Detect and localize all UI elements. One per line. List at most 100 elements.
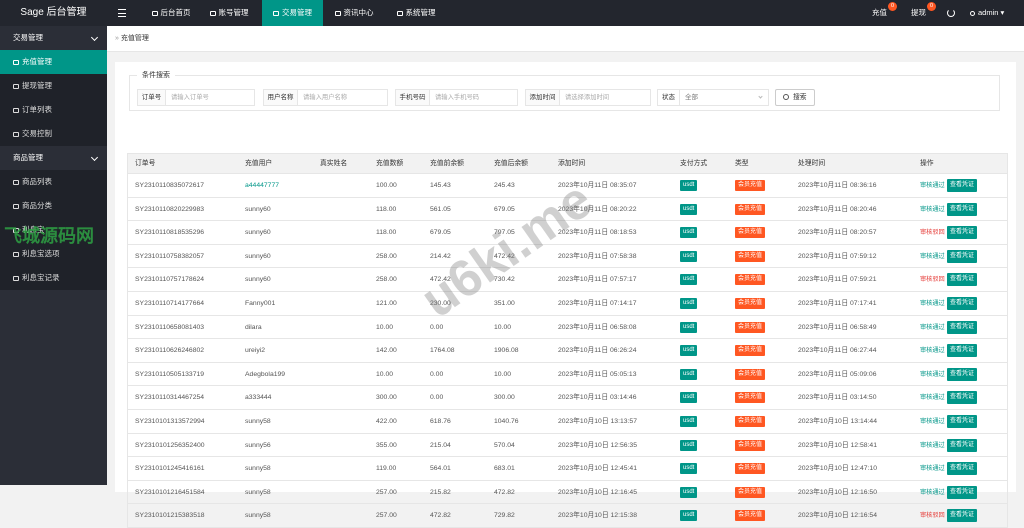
sidebar-item[interactable]: 充值管理 [0, 50, 107, 74]
user-link[interactable]: sunny58 [245, 488, 271, 496]
nav-item[interactable]: 资讯中心 [326, 0, 382, 26]
cell-text: 2023年10月11日 08:18:53 [558, 229, 637, 237]
search-placeholder: 请输入用户名称 [303, 94, 348, 101]
sidebar-item[interactable]: 交易控制 [0, 122, 107, 146]
table-row [127, 362, 1008, 387]
view-proof-button[interactable]: 查看凭证 [947, 509, 978, 523]
cell-text: 2023年10月11日 08:20:22 [558, 205, 637, 213]
pay-tag: usdt [680, 392, 698, 404]
cell-text: 422.00 [376, 418, 397, 425]
view-proof-button[interactable]: 查看凭证 [947, 367, 978, 381]
user-link[interactable]: sunny60 [245, 229, 271, 237]
menu-toggle[interactable] [118, 9, 126, 17]
user-link[interactable]: sunny56 [245, 441, 271, 449]
column-header: 处理时间 [798, 160, 826, 167]
cell-text: 355.00 [376, 441, 397, 449]
status-text: 审核通过 [920, 347, 945, 355]
view-proof-button[interactable]: 查看凭证 [947, 273, 978, 287]
sidebar-item[interactable]: 提现管理 [0, 74, 107, 98]
user-link[interactable]: Fanny001 [245, 300, 276, 307]
refresh-icon[interactable] [947, 9, 955, 17]
nav-icon [209, 10, 216, 16]
view-proof-button[interactable]: 查看凭证 [947, 391, 978, 405]
cell-text: 10.00 [376, 323, 394, 331]
cell-text: 2023年10月11日 07:14:17 [558, 300, 637, 307]
status-text: 审核通过 [920, 182, 945, 189]
sidebar-item[interactable]: 商品分类 [0, 194, 107, 218]
breadcrumb-sep: » [115, 35, 119, 42]
cell-text: SY2310101245416161 [135, 465, 205, 473]
top-bar: Sage 后台管理 后台首页 账号管理 交易管理 资讯中心 系统管理 充值 0 提现 0 ad… [0, 0, 1024, 26]
cell-text: 2023年10月11日 08:36:16 [798, 182, 877, 189]
cell-text: 257.00 [376, 512, 397, 520]
view-proof-button[interactable]: 查看凭证 [947, 249, 978, 263]
pay-tag: usdt [680, 345, 698, 357]
type-tag: 会员充值 [735, 274, 766, 286]
user-link[interactable]: sunny60 [245, 205, 271, 213]
cell-text: SY2310110658081403 [135, 323, 205, 331]
user-link[interactable]: sunny60 [245, 276, 271, 284]
user-link[interactable]: sunny58 [245, 418, 271, 425]
view-proof-button[interactable]: 查看凭证 [947, 344, 978, 358]
view-proof-button[interactable]: 查看凭证 [947, 320, 978, 334]
table-row [127, 315, 1008, 340]
user-link[interactable]: Adegbola199 [245, 370, 286, 378]
sidebar-group[interactable]: 交易管理 [0, 26, 107, 50]
cell-text: 100.00 [376, 182, 397, 189]
sidebar-item[interactable]: 订单列表 [0, 98, 107, 122]
view-proof-button[interactable]: 查看凭证 [947, 202, 978, 216]
sidebar-label: 交易控制 [22, 129, 52, 138]
status-text: 审核通过 [920, 418, 945, 425]
search-field[interactable]: 订单号 请输入订单号 [137, 89, 255, 106]
header-link[interactable]: 提现 0 [905, 0, 936, 26]
header-link[interactable]: 充值 0 [866, 0, 897, 26]
nav-item[interactable]: 交易管理 [262, 0, 323, 26]
view-proof-button[interactable]: 查看凭证 [947, 415, 978, 428]
user-link[interactable]: a333444 [245, 394, 272, 402]
cell-text: 2023年10月10日 12:16:54 [798, 512, 877, 520]
table-row [127, 339, 1008, 363]
type-tag: 会员充值 [735, 321, 766, 333]
cell-text: SY2310110714177664 [135, 300, 205, 307]
nav-item[interactable]: 后台首页 [141, 0, 201, 26]
sidebar-item[interactable]: 利息宝记录 [0, 266, 107, 290]
nav-item[interactable]: 账号管理 [200, 0, 258, 26]
sidebar-item[interactable]: 利息宝 [0, 218, 107, 242]
view-proof-button[interactable]: 查看凭证 [947, 226, 978, 240]
search-field[interactable]: 手机号码 请输入手机号码 [395, 89, 518, 106]
sidebar-item[interactable]: 利息宝选项 [0, 242, 107, 266]
user-link[interactable]: sunny58 [245, 465, 271, 473]
sidebar-icon [13, 227, 19, 233]
view-proof-button[interactable]: 查看凭证 [947, 485, 978, 499]
cell-text: 729.82 [494, 512, 515, 520]
status-select[interactable]: 状态 全部 [657, 89, 769, 106]
sidebar-icon [13, 203, 19, 209]
cell-text: 119.00 [376, 465, 397, 473]
user-link[interactable]: dilara [245, 323, 262, 331]
search-field[interactable]: 用户名称 请输入用户名称 [263, 89, 388, 106]
nav-item[interactable]: 系统管理 [388, 0, 444, 26]
view-proof-button[interactable]: 查看凭证 [947, 438, 978, 452]
sidebar-item[interactable]: 商品列表 [0, 170, 107, 194]
user-link[interactable]: sunny58 [245, 512, 271, 520]
main: » 充值管理 条件搜索 订单号 请输入订单号 用户名称 请输入用户名称 手机号码 请输入手… [107, 26, 1024, 528]
sidebar-group[interactable]: 商品管理 [0, 146, 107, 170]
cell-text: 1764.08 [430, 347, 455, 355]
view-proof-button[interactable]: 查看凭证 [947, 297, 978, 310]
pay-tag: usdt [680, 416, 698, 427]
cell-text: 570.04 [494, 441, 515, 449]
cell-text: 2023年10月10日 13:13:57 [558, 418, 637, 425]
search-field[interactable]: 添加时间 请选择添加时间 [525, 89, 651, 106]
user-menu[interactable]: admin ▾ [970, 0, 1004, 26]
view-proof-button[interactable]: 查看凭证 [947, 462, 978, 476]
user-link[interactable]: sunny60 [245, 252, 271, 260]
search-button[interactable]: 搜索 [775, 89, 815, 106]
user-link[interactable]: ureiyi2 [245, 347, 266, 355]
user-link[interactable]: a44447777 [245, 182, 280, 189]
cell-text: 1040.76 [494, 418, 519, 425]
column-header: 真实姓名 [320, 160, 348, 167]
table-row [127, 197, 1008, 222]
view-proof-button[interactable]: 查看凭证 [947, 179, 978, 192]
header-link-label: 提现 [911, 8, 926, 17]
sidebar-label: 订单列表 [22, 105, 52, 114]
